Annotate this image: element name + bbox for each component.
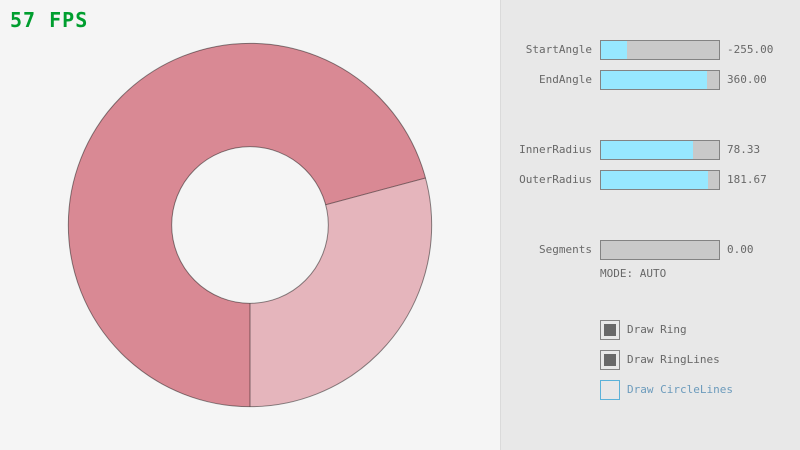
checkbox-row-draw-circlelines: Draw CircleLines <box>0 380 800 400</box>
checkbox-row-draw-ring: Draw Ring <box>0 320 800 340</box>
slider-value-startangle: -255.00 <box>727 43 774 56</box>
slider-startangle[interactable] <box>600 40 720 60</box>
slider-segments[interactable] <box>600 240 720 260</box>
slider-label-outerradius: OuterRadius <box>519 173 592 186</box>
checkmark-fill <box>604 354 616 366</box>
slider-row-innerradius: InnerRadius 78.33 <box>0 140 800 160</box>
slider-label-segments: Segments <box>539 243 592 256</box>
fps-counter: 57 FPS <box>10 8 89 32</box>
slider-value-outerradius: 181.67 <box>727 173 767 186</box>
slider-label-startangle: StartAngle <box>525 43 592 56</box>
checkbox-label-draw-circlelines: Draw CircleLines <box>627 383 733 396</box>
checkbox-draw-ringlines[interactable] <box>600 350 620 370</box>
checkbox-draw-circlelines[interactable] <box>600 380 620 400</box>
ring-sector-light <box>250 177 432 407</box>
mode-label: MODE: AUTO <box>600 267 667 280</box>
slider-fill-endangle <box>601 71 708 89</box>
ring-radial-line-0 <box>325 177 426 206</box>
slider-row-endangle: EndAngle 360.00 <box>0 70 800 90</box>
slider-fill-outerradius <box>601 171 709 189</box>
slider-fill-innerradius <box>601 141 694 159</box>
slider-row-startangle: StartAngle -255.00 <box>0 40 800 60</box>
checkbox-row-draw-ringlines: Draw RingLines <box>0 350 800 370</box>
slider-value-endangle: 360.00 <box>727 73 767 86</box>
slider-outerradius[interactable] <box>600 170 720 190</box>
slider-row-segments: Segments 0.00 <box>0 240 800 260</box>
slider-label-endangle: EndAngle <box>539 73 592 86</box>
slider-value-segments: 0.00 <box>727 243 754 256</box>
slider-row-outerradius: OuterRadius 181.67 <box>0 170 800 190</box>
slider-value-innerradius: 78.33 <box>727 143 761 156</box>
slider-label-innerradius: InnerRadius <box>519 143 592 156</box>
slider-endangle[interactable] <box>600 70 720 90</box>
checkbox-label-draw-ring: Draw Ring <box>627 323 687 336</box>
ring-chart <box>67 42 433 408</box>
checkmark-fill <box>604 324 616 336</box>
checkbox-label-draw-ringlines: Draw RingLines <box>627 353 720 366</box>
ring-outer-line <box>67 42 433 408</box>
slider-fill-startangle <box>601 41 627 59</box>
slider-innerradius[interactable] <box>600 140 720 160</box>
checkbox-draw-ring[interactable] <box>600 320 620 340</box>
ring-inner-line <box>171 146 329 304</box>
ring-sector-dark <box>68 43 426 407</box>
